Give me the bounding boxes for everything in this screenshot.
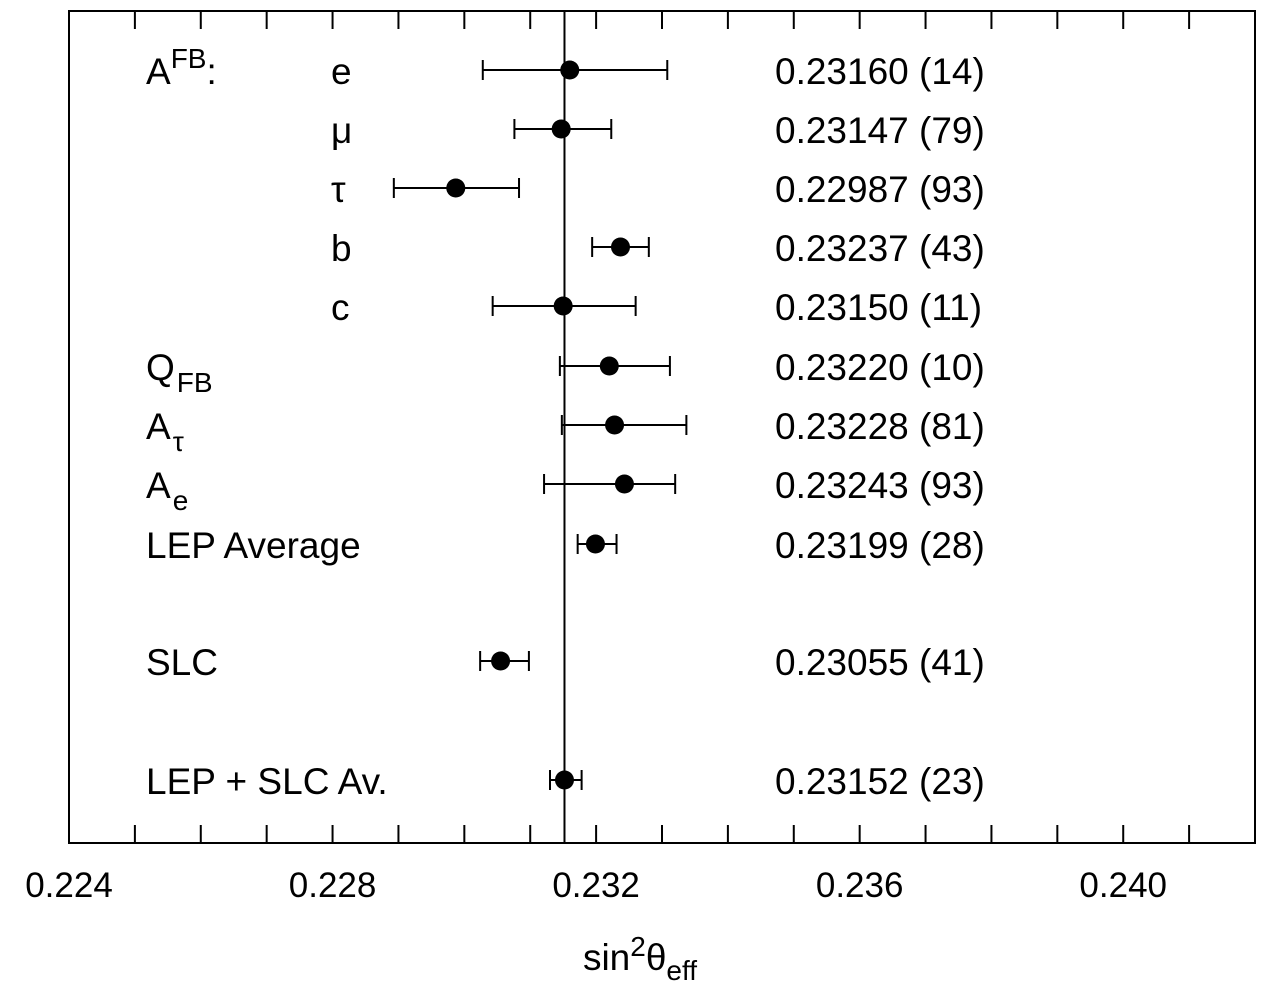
x-tick-label: 0.228 xyxy=(289,866,377,905)
value-label: 0.23228 (81) xyxy=(775,406,985,447)
x-tick-label: 0.224 xyxy=(25,866,113,905)
data-row: τ 0.22987 (93) xyxy=(331,169,985,210)
data-point xyxy=(555,771,574,790)
value-label: 0.23147 (79) xyxy=(775,110,985,151)
row-label: b xyxy=(331,228,352,269)
data-point xyxy=(605,416,624,435)
value-label: 0.23220 (10) xyxy=(775,347,985,388)
value-label: 0.23243 (93) xyxy=(775,465,985,506)
group-label-text: AFB: xyxy=(146,43,217,92)
plot-frame xyxy=(69,11,1255,843)
data-point xyxy=(611,238,630,257)
data-row: e 0.23160 (14) xyxy=(331,51,985,92)
row-label: LEP + SLC Av. xyxy=(146,761,388,802)
data-point xyxy=(586,535,605,554)
data-point xyxy=(554,297,573,316)
minor-ticks xyxy=(135,11,1189,843)
data-row: c 0.23150 (11) xyxy=(331,287,982,328)
value-label: 0.23055 (41) xyxy=(775,642,985,683)
x-tick-label: 0.232 xyxy=(552,866,640,905)
row-label: SLC xyxy=(146,642,218,683)
row-label: Aτ xyxy=(146,406,184,457)
value-label: 0.22987 (93) xyxy=(775,169,985,210)
x-tick-label: 0.236 xyxy=(816,866,904,905)
data-point xyxy=(552,120,571,139)
row-label: Ae xyxy=(146,465,188,516)
value-label: 0.23199 (28) xyxy=(775,525,985,566)
x-axis-label: sin2θeff xyxy=(583,931,697,986)
group-label-afb: AFB: xyxy=(146,43,217,92)
data-point xyxy=(560,61,579,80)
value-label: 0.23160 (14) xyxy=(775,51,985,92)
x-tick-label: 0.240 xyxy=(1079,866,1167,905)
data-point xyxy=(446,179,465,198)
row-label: μ xyxy=(331,110,352,151)
x-tick-labels: 0.224 0.228 0.232 0.236 0.240 xyxy=(25,866,1167,905)
data-point xyxy=(491,652,510,671)
data-row: μ 0.23147 (79) xyxy=(331,110,985,151)
data-row: b 0.23237 (43) xyxy=(331,228,985,269)
data-point xyxy=(600,357,619,376)
value-label: 0.23152 (23) xyxy=(775,761,985,802)
row-label: τ xyxy=(331,169,346,210)
value-label: 0.23237 (43) xyxy=(775,228,985,269)
value-label: 0.23150 (11) xyxy=(775,287,982,328)
row-label: c xyxy=(331,287,350,328)
row-label: e xyxy=(331,51,352,92)
row-label: QFB xyxy=(146,347,213,398)
data-point xyxy=(615,475,634,494)
row-label: LEP Average xyxy=(146,525,361,566)
